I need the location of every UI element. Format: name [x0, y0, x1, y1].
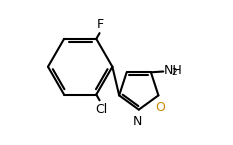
Text: O: O [155, 101, 165, 114]
Text: 2: 2 [171, 68, 177, 77]
Text: N: N [133, 115, 142, 128]
Text: NH: NH [164, 64, 183, 77]
Text: F: F [97, 18, 104, 31]
Text: Cl: Cl [95, 103, 107, 116]
